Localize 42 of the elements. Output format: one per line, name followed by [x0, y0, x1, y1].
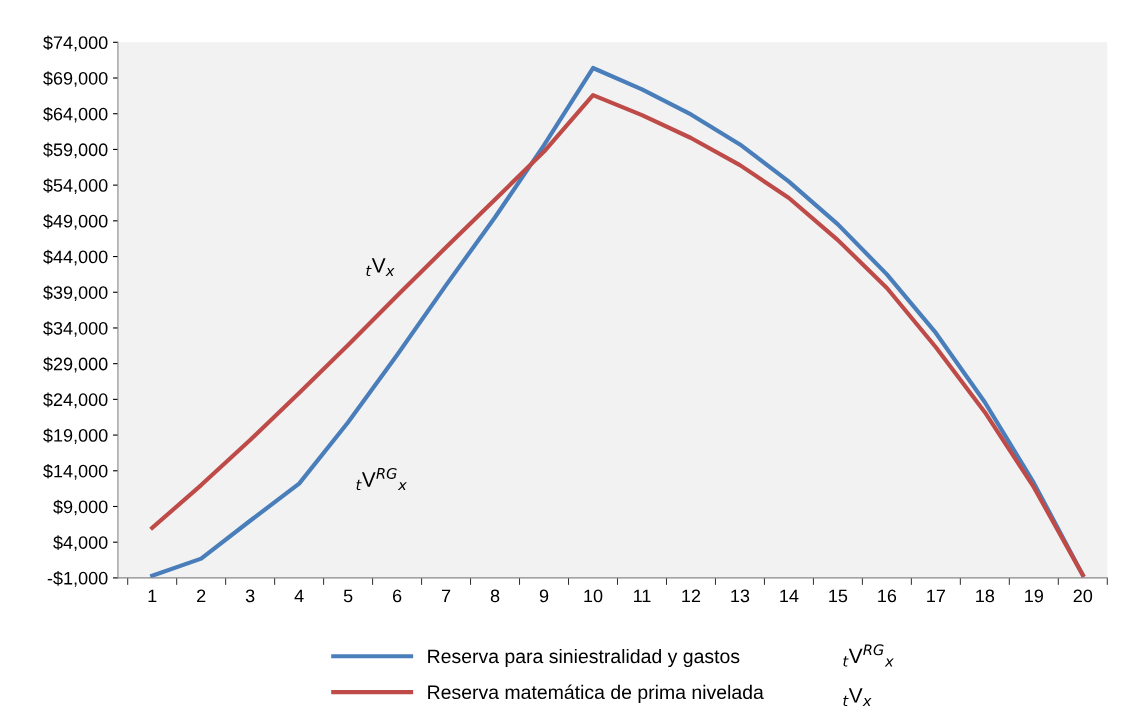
annotation: $_{t}$V$_{x}$ — [366, 258, 395, 276]
y-tick-label: -$1,000 — [47, 571, 108, 587]
y-tick-label: $44,000 — [43, 249, 108, 266]
annotation: $_{t}$V$^{RG}$$_{x}$ — [356, 467, 407, 491]
x-tick-label: 9 — [539, 589, 549, 603]
x-tick-label: 18 — [976, 589, 995, 603]
x-tick-label: 7 — [441, 589, 451, 603]
text: $_{t}$V$_{x}$ — [843, 688, 872, 707]
x-tick-label: 1 — [148, 589, 157, 603]
y-tick-label: $69,000 — [43, 71, 108, 87]
x-tick-label: 12 — [682, 589, 701, 603]
x-tick-label: 17 — [927, 589, 945, 603]
y-tick-label: $59,000 — [43, 142, 108, 159]
y-tick-label: $14,000 — [43, 463, 108, 480]
x-tick-label: 11 — [633, 589, 651, 603]
x-tick-label: 6 — [392, 589, 402, 603]
x-tick-label: 5 — [343, 589, 353, 603]
x-tick-label: 13 — [731, 589, 750, 603]
x-tick-label: 20 — [1073, 589, 1093, 603]
y-tick-label: $29,000 — [43, 356, 108, 373]
x-tick-label: 16 — [878, 589, 897, 603]
y-tick-label: $74,000 — [43, 35, 108, 52]
x-tick-label: 10 — [584, 589, 603, 603]
y-tick-label: $19,000 — [43, 428, 108, 444]
y-tick-label: $64,000 — [43, 106, 108, 123]
x-tick-label: 3 — [245, 589, 255, 603]
legend-label: Reserva para siniestralidad y gastos — [428, 648, 740, 668]
x-tick-label: 19 — [1025, 589, 1043, 603]
y-tick-label: $49,000 — [43, 214, 108, 230]
x-tick-label: 2 — [197, 589, 206, 603]
text: $_{t}$V$^{RG}$$_{x}$ — [843, 644, 894, 667]
legend-label: Reserva matemática de prima nivelada — [428, 684, 764, 703]
x-tick-label: 8 — [490, 589, 500, 603]
y-tick-label: $4,000 — [53, 535, 108, 552]
x-tick-label: 15 — [829, 589, 848, 603]
x-tick-label: 4 — [294, 589, 304, 603]
y-tick-label: $9,000 — [53, 499, 108, 516]
y-tick-label: $39,000 — [43, 285, 108, 302]
x-tick-label: 14 — [780, 589, 799, 603]
y-tick-label: $54,000 — [43, 178, 108, 194]
y-tick-label: $24,000 — [43, 392, 108, 409]
y-tick-label: $34,000 — [43, 321, 108, 337]
